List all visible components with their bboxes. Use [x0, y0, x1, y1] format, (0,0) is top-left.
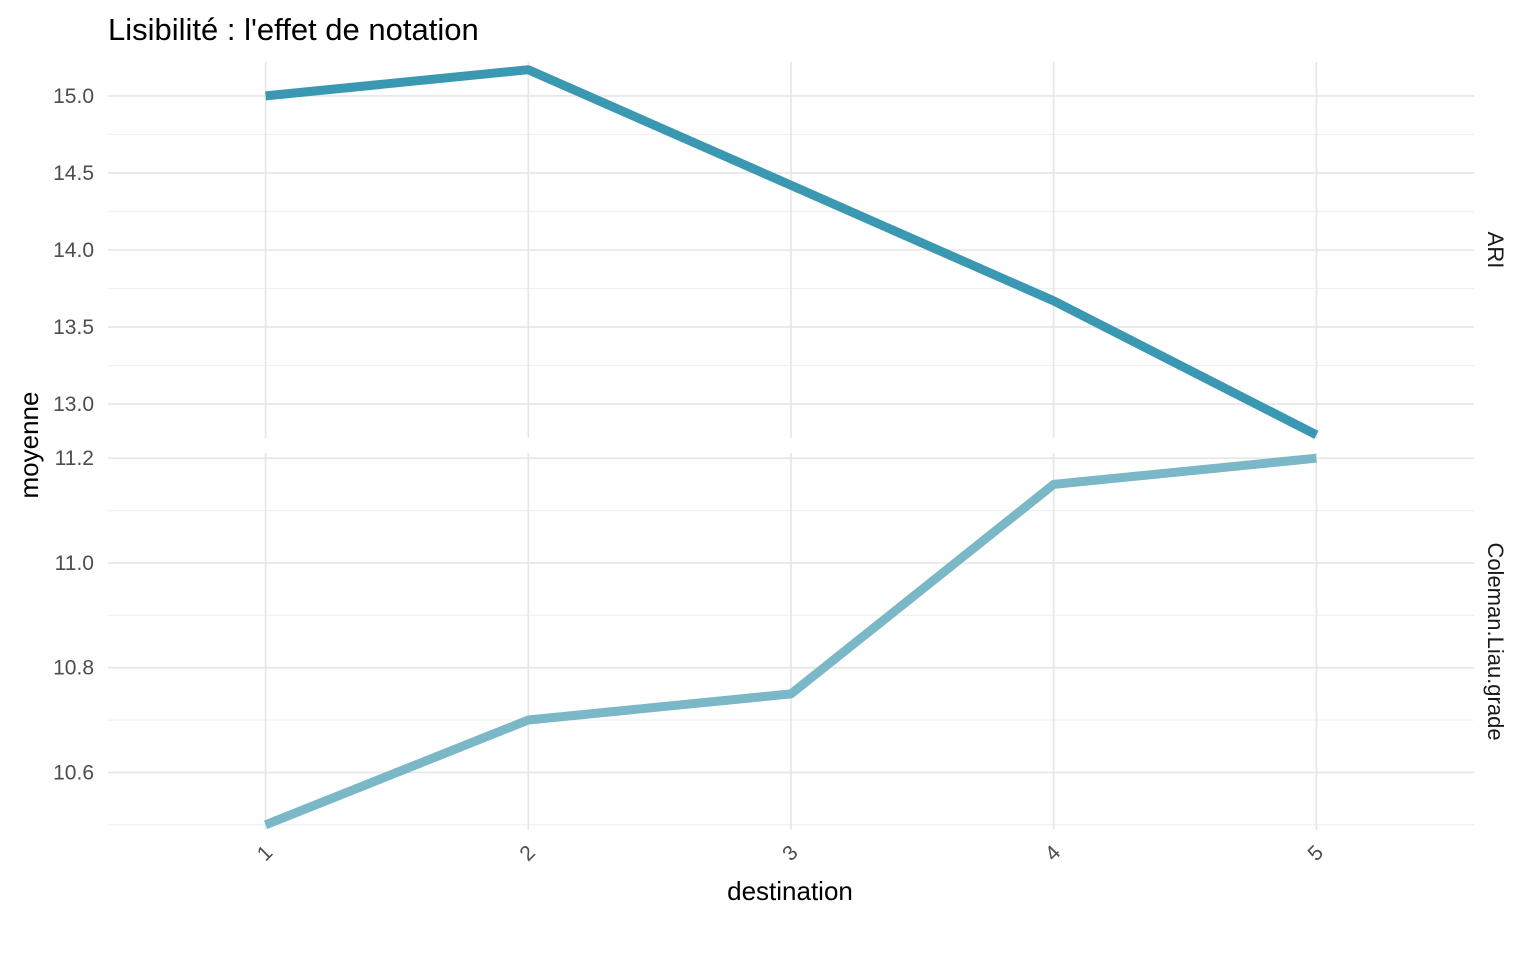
y-tick-label: 11.0: [55, 552, 94, 575]
panels-layer: 13.0 13.5 14.0 14.5 15.0 ARI 10.6 10.8 11.0 11.2 C…: [53, 62, 1508, 866]
y-tick-label: 14.5: [53, 162, 94, 185]
y-tick-label: 10.8: [53, 657, 94, 680]
y-tick-label: 11.2: [55, 447, 94, 470]
panel-2: 10.6 10.8 11.0 11.2 Coleman.Liau.grade: [53, 447, 1508, 830]
y-axis-title: moyenne: [14, 392, 44, 499]
y-tick-label: 13.5: [53, 316, 94, 339]
x-tick-label: 4: [1041, 841, 1066, 866]
y-tick-label: 13.0: [53, 393, 94, 416]
y-tick-label: 14.0: [53, 239, 94, 262]
y-tick-label: 15.0: [53, 85, 94, 108]
facet-strip-label: ARI: [1483, 232, 1508, 269]
panel-1: 13.0 13.5 14.0 14.5 15.0 ARI: [53, 62, 1508, 439]
chart-title: Lisibilité : l'effet de notation: [108, 12, 479, 47]
x-tick-label: 5: [1304, 841, 1329, 866]
x-tick-label: 1: [253, 841, 278, 866]
x-axis-title: destination: [727, 876, 853, 906]
facet-strip-label: Coleman.Liau.grade: [1483, 542, 1508, 740]
x-tick-label: 3: [778, 841, 803, 866]
y-tick-label: 10.6: [53, 761, 94, 784]
x-tick-label: 2: [515, 841, 540, 866]
